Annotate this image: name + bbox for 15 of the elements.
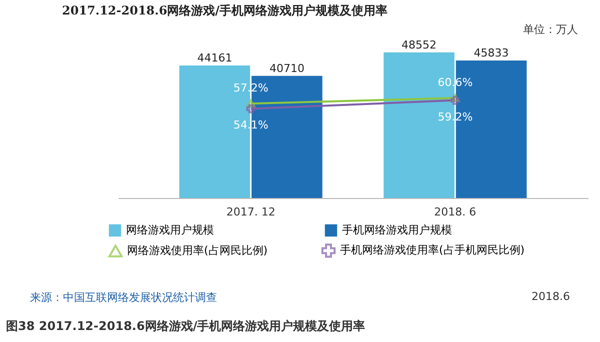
text: 单位：万人 bbox=[523, 22, 578, 37]
legend-label: 网络游戏用户规模 bbox=[126, 223, 214, 236]
x-tick-label: 2018. 6 bbox=[434, 206, 476, 218]
legend-label: 手机网络游戏用户规模 bbox=[342, 223, 452, 236]
legend-label: 网络游戏使用率(占网民比例) bbox=[127, 244, 268, 258]
x-tick-label: 2017. 12 bbox=[226, 206, 276, 218]
source-note: 来源：中国互联网络发展状况统计调查 bbox=[30, 290, 217, 305]
data-label: 40710 bbox=[269, 62, 304, 75]
data-label: 45833 bbox=[474, 46, 509, 60]
chart-title: 2017.12-2018.6网络游戏/手机网络游戏用户规模及使用率 bbox=[62, 3, 388, 18]
text: 2018.6 bbox=[532, 290, 570, 303]
legend-label: 手机网络游戏使用率(占手机网民比例) bbox=[340, 244, 525, 257]
data-label: 44161 bbox=[197, 52, 232, 65]
data-label: 48552 bbox=[402, 38, 437, 52]
caption: 图38 2017.12-2018.6网络游戏/手机网络游戏用户规模及使用率 bbox=[6, 318, 366, 335]
